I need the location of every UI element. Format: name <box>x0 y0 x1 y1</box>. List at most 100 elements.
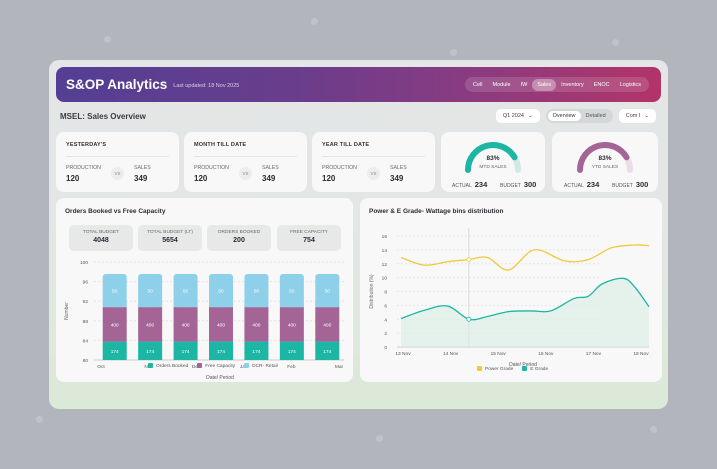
y-axis-label: Distribution (%) <box>369 274 375 309</box>
bar-segment-cap <box>244 303 269 308</box>
stat-free-capacity: FREE CAPACITY 754 <box>277 225 341 251</box>
x-tick-label: 18 Nov <box>633 351 649 357</box>
nav-item-sales[interactable]: Sales <box>532 78 557 91</box>
bar-segment-free-capacity[interactable] <box>244 307 269 342</box>
bar-segment-dcr-retail[interactable] <box>209 273 233 308</box>
bar-segment-dcr-retail[interactable] <box>315 273 340 308</box>
background-dot <box>36 416 43 423</box>
legend-item[interactable]: Power Grade <box>477 366 513 372</box>
nav-item-logistics[interactable]: Logistics <box>619 81 641 88</box>
view-toggle-detailed[interactable]: Detailed <box>585 113 606 119</box>
budget-label: BUDGET <box>500 183 521 189</box>
legend-item[interactable]: Orders Booked <box>148 363 188 369</box>
production-value: 120 <box>66 174 80 183</box>
actual-value: 234 <box>586 180 600 189</box>
x-tick-label: 16 Nov <box>538 351 554 357</box>
line-power-grade[interactable] <box>400 244 650 271</box>
hover-point <box>466 257 472 262</box>
y-tick-label: 10 <box>382 276 388 282</box>
bar-segment-free-capacity[interactable] <box>173 307 198 342</box>
line-legend: Power Grade E Grade <box>477 366 548 372</box>
stat-label: FREE CAPACITY <box>290 230 328 235</box>
bar-data-label: 174 <box>111 349 119 355</box>
period-select-value: Q1 2024 <box>502 113 524 119</box>
chevron-down-icon: ⌄ <box>528 113 533 119</box>
bar-segment-dcr-retail[interactable] <box>173 273 198 308</box>
bar-data-label: 50 <box>183 289 189 295</box>
legend-label: E Grade <box>530 366 549 372</box>
bar-data-label: 400 <box>252 322 260 328</box>
panel-title: Orders Booked vs Free Capacity <box>65 208 166 215</box>
legend-item[interactable]: DCR- Retail <box>244 363 278 369</box>
x-tick-label: Dec <box>192 364 201 370</box>
vs-badge: VS <box>367 167 380 180</box>
stat-total-budget: TOTAL BUDGET 4048 <box>69 225 133 251</box>
bar-segment-orders-booked[interactable] <box>315 341 340 360</box>
legend-item[interactable]: E Grade <box>522 366 548 372</box>
bar-data-label: 174 <box>323 349 331 355</box>
page-title: MSEL: Sales Overview <box>60 112 146 121</box>
company-select[interactable]: Com I ⌄ <box>618 109 656 123</box>
gauge-fill <box>577 142 630 173</box>
legend-swatch <box>522 366 528 371</box>
bar-segment-orders-booked[interactable] <box>209 341 233 360</box>
nav-item-iw[interactable]: IW <box>520 81 528 88</box>
x-tick-label: Oct <box>97 364 105 370</box>
nav-item-module[interactable]: Module <box>492 81 511 88</box>
app-title: S&OP Analytics <box>66 77 168 92</box>
bar-segment-free-capacity[interactable] <box>138 307 163 342</box>
y-tick-label: 0 <box>384 345 387 351</box>
x-tick-label: 15 Nov <box>491 351 507 357</box>
bar-data-label: 174 <box>252 349 260 355</box>
bar-segment-orders-booked[interactable] <box>279 341 304 360</box>
bar-data-label: 400 <box>217 322 225 328</box>
stat-orders-booked: ORDERS BOOKED 200 <box>207 225 271 251</box>
bar-segment-orders-booked[interactable] <box>102 341 127 360</box>
bar-segment-dcr-retail[interactable] <box>102 273 127 308</box>
sales-label: SALES <box>262 165 279 171</box>
bar-data-label: 174 <box>182 349 190 355</box>
bar-segment-dcr-retail[interactable] <box>138 273 163 308</box>
bar-legend: Orders Booked Free Capacity DCR- Retail <box>148 363 278 369</box>
bar-data-label: 400 <box>111 322 119 328</box>
x-axis-label: Date/ Period <box>509 362 537 368</box>
vs-badge: VS <box>111 167 124 180</box>
stat-label: ORDERS BOOKED <box>217 230 261 235</box>
background-dot <box>650 426 657 433</box>
bar-segment-orders-booked[interactable] <box>244 341 269 360</box>
bar-segment-free-capacity[interactable] <box>209 307 233 342</box>
actual-label: ACTUAL <box>564 183 584 189</box>
production-value: 120 <box>322 174 336 183</box>
production-value: 120 <box>194 174 208 183</box>
legend-label: Orders Booked <box>156 363 189 369</box>
legend-swatch <box>148 363 153 368</box>
bar-segment-orders-booked[interactable] <box>138 341 163 360</box>
y-tick-label: 92 <box>83 299 89 305</box>
bar-segment-free-capacity[interactable] <box>315 307 340 342</box>
stat-value: 5654 <box>162 237 178 244</box>
sales-value: 349 <box>390 174 404 183</box>
kpi-card-mtd: MONTH TILL DATE PRODUCTION 120 VS SALES … <box>184 132 307 192</box>
ytd-gauge <box>577 142 633 173</box>
bar-segment-free-capacity[interactable] <box>102 307 127 342</box>
nav-item-cell[interactable]: Cell <box>473 81 483 88</box>
bar-segment-orders-booked[interactable] <box>173 341 198 360</box>
view-toggle-overview[interactable]: Overview <box>547 111 581 121</box>
nav-item-inventory[interactable]: Inventory <box>561 81 584 88</box>
bar-segment-free-capacity[interactable] <box>279 307 304 342</box>
line-e-grade[interactable] <box>400 277 650 321</box>
nav-item-enoc[interactable]: ENOC <box>593 81 610 88</box>
stat-total-budget-lt: TOTAL BUDGET (LT) 5654 <box>138 225 202 251</box>
power-line-chart: Distribution (%) 0 2 4 6 8 10 12 14 16 13 Nov 14 No… <box>369 228 650 368</box>
bar-segment-dcr-retail[interactable] <box>279 273 304 308</box>
actual-label: ACTUAL <box>452 183 472 189</box>
area-e-grade <box>401 278 649 347</box>
gauge-label: YTD SALES <box>591 165 619 170</box>
bar-segment-dcr-retail[interactable] <box>244 273 269 308</box>
legend-item[interactable]: Free Capacity <box>197 363 235 369</box>
bar-segment-cap <box>173 303 198 308</box>
actual-value: 234 <box>474 180 488 189</box>
period-select[interactable]: Q1 2024 ⌄ <box>495 109 540 123</box>
gauge-percent: 83% <box>598 155 612 162</box>
bar-data-label: 400 <box>146 322 154 328</box>
